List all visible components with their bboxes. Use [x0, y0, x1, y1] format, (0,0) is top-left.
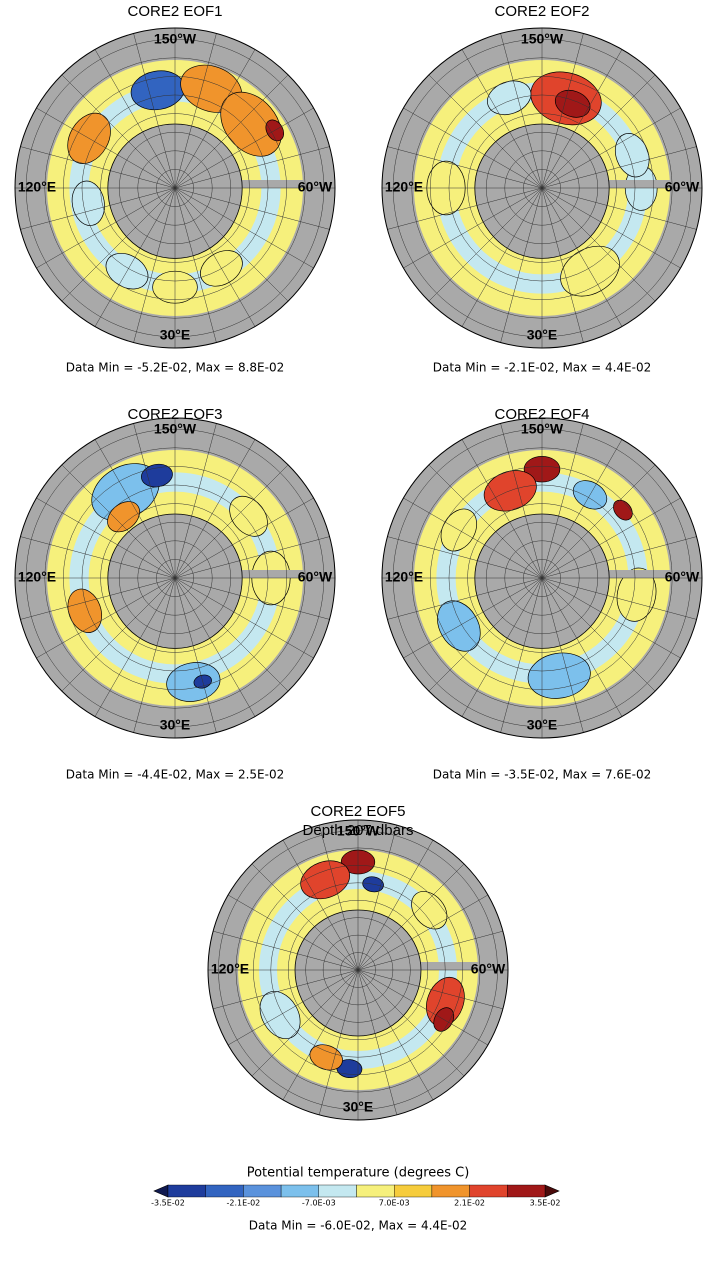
colorbar-swatch: [206, 1185, 244, 1197]
colorbar-tick-label: 7.0E-03: [379, 1199, 410, 1208]
lon-label: 150°W: [154, 421, 197, 437]
lon-label: 150°W: [521, 421, 564, 437]
data-range: Data Min = -3.5E-02, Max = 7.6E-02: [433, 768, 651, 782]
data-range: Data Min = -4.4E-02, Max = 2.5E-02: [66, 768, 284, 782]
map-panel: [15, 28, 335, 348]
colorbar-swatch: [507, 1185, 545, 1197]
map: [15, 28, 335, 348]
data-range: Data Min = -5.2E-02, Max = 8.8E-02: [66, 361, 284, 375]
map-panel: [208, 820, 508, 1120]
lon-label: 60°W: [298, 179, 333, 195]
lon-label: 60°W: [665, 179, 700, 195]
data-range: Data Min = -6.0E-02, Max = 4.4E-02: [249, 1219, 467, 1233]
colorbar-tick-label: -7.0E-03: [302, 1199, 336, 1208]
lon-label: 120°E: [18, 569, 56, 585]
lon-label: 30°E: [527, 717, 558, 733]
colorbar-swatch: [432, 1185, 470, 1197]
colorbar-swatch: [319, 1185, 357, 1197]
panel-title: CORE2 EOF1: [127, 3, 222, 20]
colorbar-swatch: [243, 1185, 281, 1197]
colorbar-tick-label: 2.1E-02: [454, 1199, 485, 1208]
map-panel: [382, 28, 702, 348]
lon-label: 120°E: [211, 961, 249, 977]
lon-label: 120°E: [18, 179, 56, 195]
colorbar-tick-label: 3.5E-02: [530, 1199, 561, 1208]
data-range: Data Min = -2.1E-02, Max = 4.4E-02: [433, 361, 651, 375]
figure: Potential temperature (degrees C) CORE2 …: [0, 0, 705, 1261]
map: [208, 820, 508, 1120]
colorbar-end: [545, 1185, 559, 1197]
colorbar-title: Potential temperature (degrees C): [247, 1166, 470, 1181]
panel-title: CORE2 EOF5: [310, 803, 405, 820]
lon-label: 150°W: [337, 823, 380, 839]
lon-label: 30°E: [160, 717, 191, 733]
lon-label: 120°E: [385, 569, 423, 585]
lon-label: 30°E: [160, 327, 191, 343]
map-panel: [15, 418, 335, 738]
lon-label: 150°W: [154, 31, 197, 47]
colorbar-swatch: [394, 1185, 432, 1197]
lon-label: 30°E: [343, 1099, 374, 1115]
colorbar-swatch: [357, 1185, 395, 1197]
colorbar-tick-label: -3.5E-02: [151, 1199, 185, 1208]
lon-label: 30°E: [527, 327, 558, 343]
colorbar-swatch: [168, 1185, 206, 1197]
map-panel: [382, 418, 702, 738]
panel-title: CORE2 EOF2: [494, 3, 589, 20]
lon-label: 60°W: [298, 569, 333, 585]
map: [382, 28, 702, 348]
colorbar-swatch: [281, 1185, 319, 1197]
lon-label: 150°W: [521, 31, 564, 47]
map: [382, 418, 702, 738]
lon-label: 60°W: [471, 961, 506, 977]
colorbar-tick-label: -2.1E-02: [227, 1199, 261, 1208]
lon-label: 60°W: [665, 569, 700, 585]
map: [15, 418, 335, 738]
colorbar-swatch: [470, 1185, 508, 1197]
colorbar-end: [154, 1185, 168, 1197]
lon-label: 120°E: [385, 179, 423, 195]
